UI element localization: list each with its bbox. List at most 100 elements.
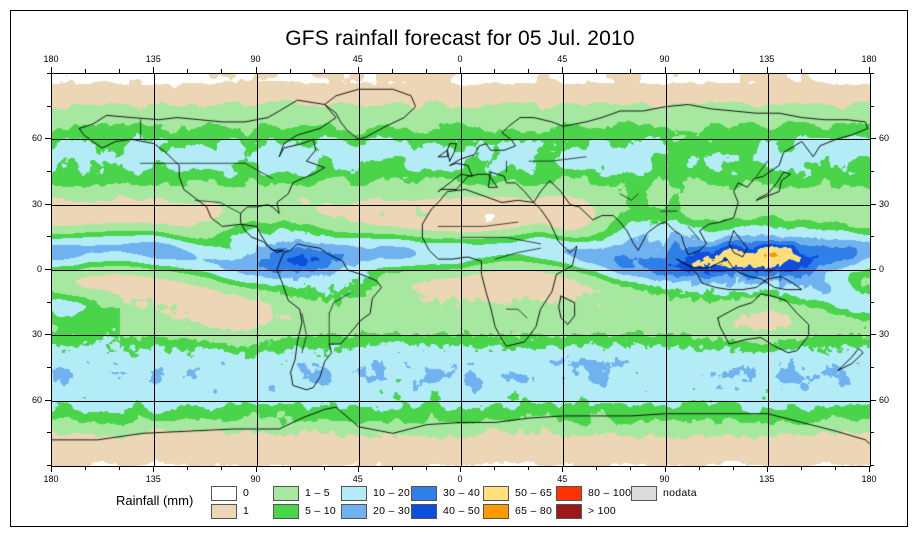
legend-entry-label: nodata [663,487,697,499]
axis-label-x-bottom: 45 [352,474,363,484]
axis-label-y-left: 30 [31,198,42,209]
tick-y-left [47,236,51,237]
tick-x-bottom [187,466,188,470]
axis-label-x-bottom: 135 [759,474,775,484]
tick-x-bottom [733,466,734,470]
axis-label-x-bottom: 0 [457,474,463,484]
axis-label-y-right: 60 [879,133,890,144]
axis-label-y-right: 30 [879,198,890,209]
tick-x-bottom [835,466,836,470]
tick-x-top [153,67,154,73]
tick-x-top [562,67,563,73]
tick-y-right [870,73,874,74]
tick-x-bottom [392,466,393,470]
tick-x-bottom [119,466,120,470]
legend-color-swatch [211,503,237,519]
legend-entry: 40 – 50 [411,503,480,519]
axis-label-y-left: 0 [36,264,42,274]
rainfall-raster [52,74,870,466]
tick-y-right [870,432,874,433]
tick-y-left [45,138,51,139]
axis-label-y-right: 30 [879,329,890,340]
legend-entry-label: 40 – 50 [443,505,481,517]
tick-x-top [358,67,359,73]
tick-x-top [596,69,597,73]
legend-entry-label: 10 – 20 [373,487,411,499]
legend-color-swatch [556,485,582,501]
tick-y-right [870,106,874,107]
tick-x-top [835,69,836,73]
legend-entry: 80 – 100 [556,485,631,501]
tick-x-top [869,67,870,73]
tick-y-left [47,432,51,433]
legend-entry-label: 0 [243,487,250,499]
legend-entry: 65 – 80 [483,503,552,519]
axis-label-y-left: 30 [31,329,42,340]
tick-y-left [47,73,51,74]
tick-x-top [85,69,86,73]
tick-y-right [870,171,874,172]
tick-x-bottom [528,466,529,470]
tick-x-top [767,67,768,73]
legend-entry: 0 [211,485,249,501]
tick-y-left [45,204,51,205]
legend-entry-label: 80 – 100 [588,487,632,499]
legend-entry-label: 1 – 5 [305,487,330,499]
axis-label-x-top: 135 [759,54,775,64]
axis-label-x-bottom: 90 [250,474,261,484]
axis-label-x-bottom: 180 [861,474,877,484]
tick-x-bottom [801,466,802,470]
tick-x-bottom [221,466,222,470]
axis-label-x-top: 135 [145,54,161,64]
tick-x-top [256,67,257,73]
legend-entry-label: 5 – 10 [305,505,336,517]
legend-entry-label: 1 [243,505,250,517]
tick-x-bottom [290,466,291,470]
tick-y-right [870,400,876,401]
legend-color-swatch [631,485,657,501]
tick-y-left [45,400,51,401]
axis-label-y-left: 60 [31,133,42,144]
tick-x-bottom [358,466,359,472]
tick-x-bottom [256,466,257,472]
axis-label-x-top: 90 [659,54,670,64]
tick-x-bottom [562,466,563,472]
tick-x-top [733,69,734,73]
tick-x-bottom [665,466,666,472]
tick-x-bottom [630,466,631,470]
tick-x-top [324,69,325,73]
axis-label-x-bottom: 90 [659,474,670,484]
tick-x-bottom [596,466,597,470]
map-plot-area[interactable] [51,73,871,467]
tick-x-bottom [869,466,870,472]
axis-label-x-bottom: 45 [557,474,568,484]
tick-y-right [870,138,876,139]
tick-y-left [47,465,51,466]
legend-entry-nodata: nodata [631,485,697,501]
axis-label-x-top: 90 [250,54,261,64]
tick-x-bottom [460,466,461,472]
tick-y-right [870,302,874,303]
axis-label-x-bottom: 135 [145,474,161,484]
legend-color-swatch [556,503,582,519]
tick-x-top [801,69,802,73]
legend-color-swatch [273,485,299,501]
legend-title: Rainfall (mm) [116,493,194,508]
tick-y-right [870,236,874,237]
axis-label-y-right: 0 [879,264,885,274]
tick-x-bottom [85,466,86,470]
tick-y-left [47,106,51,107]
page-title: GFS rainfall forecast for 05 Jul. 2010 [285,27,635,50]
tick-x-top [119,69,120,73]
tick-y-left [47,302,51,303]
tick-x-top [187,69,188,73]
legend-entry: 10 – 20 [341,485,410,501]
legend-entry: 50 – 65 [483,485,552,501]
figure-frame: GFS rainfall forecast for 05 Jul. 2010 1… [10,10,908,527]
axis-label-x-top: 45 [557,54,568,64]
tick-y-right [870,465,874,466]
axis-label-x-top: 45 [352,54,363,64]
tick-x-top [426,69,427,73]
legend-color-swatch [483,503,509,519]
axis-label-x-bottom: 180 [43,474,59,484]
